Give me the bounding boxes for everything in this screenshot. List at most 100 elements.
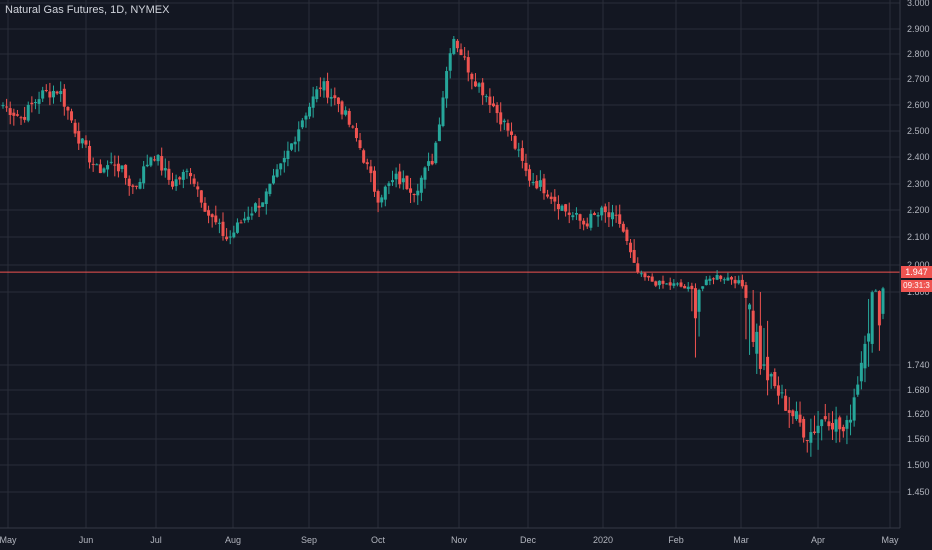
candle-body <box>261 202 265 207</box>
candle-body <box>23 116 27 120</box>
candle-body <box>744 285 748 298</box>
candle-body <box>470 73 474 80</box>
x-tick-label: Aug <box>225 535 241 545</box>
candle-body <box>582 220 586 225</box>
candle-body <box>290 143 294 150</box>
candle-body <box>513 136 517 149</box>
candle-body <box>44 90 48 92</box>
candle-body <box>776 385 780 396</box>
time-axis[interactable]: May Jun Jul Aug Sep Oct Nov Dec 2020 Feb Mar Apr May <box>0 527 900 545</box>
candle-body <box>37 99 41 104</box>
candle-body <box>665 283 669 285</box>
candle-body <box>167 168 171 180</box>
candle-body <box>459 49 463 56</box>
candle-body <box>809 432 813 443</box>
candle-body <box>391 180 395 183</box>
candle-body <box>308 106 312 117</box>
candle-body <box>592 213 596 215</box>
candle-body <box>870 292 874 344</box>
candle-body <box>315 89 319 100</box>
candle-body <box>246 216 250 220</box>
candle-body <box>769 374 773 377</box>
candle-body <box>441 97 445 127</box>
candle-body <box>120 165 124 170</box>
chart-title: Natural Gas Futures, 1D, NYMEX <box>5 4 170 16</box>
candle-body <box>657 280 661 286</box>
candle-body <box>369 166 373 174</box>
candle-body <box>203 202 207 212</box>
candle-body <box>683 285 687 289</box>
candle-body <box>730 277 734 280</box>
candle-body <box>589 213 593 228</box>
candle-body <box>798 414 802 423</box>
candle-body <box>849 419 853 423</box>
candle-body <box>131 185 135 187</box>
candle-body <box>625 229 629 242</box>
candle-body <box>214 215 218 223</box>
candle-body <box>784 395 788 411</box>
candle-body <box>502 120 506 123</box>
candle-body <box>340 101 344 115</box>
candle-body <box>142 166 146 184</box>
candle-body <box>297 129 301 142</box>
candle-body <box>163 168 167 171</box>
candle-body <box>780 392 784 394</box>
candle-body <box>445 71 449 99</box>
candle-body <box>383 186 387 200</box>
candle-body <box>805 440 809 442</box>
candle-body <box>282 157 286 163</box>
y-tick-label: 3.000 <box>907 0 930 8</box>
candle-body <box>286 150 290 159</box>
candle-body <box>235 222 239 233</box>
x-tick-label: 2020 <box>593 535 613 545</box>
candle-body <box>347 111 351 125</box>
candle-body <box>102 168 106 173</box>
candle-body <box>95 164 99 166</box>
candle-body <box>618 214 622 224</box>
candle-body <box>293 141 297 145</box>
candle-body <box>329 97 333 99</box>
candle-body <box>859 362 863 382</box>
candle-body <box>531 182 535 184</box>
candle-body <box>556 203 560 210</box>
candle-body <box>362 150 366 163</box>
candle-body <box>611 212 615 220</box>
candle-body <box>59 91 63 95</box>
candle-body <box>70 111 74 121</box>
candle-body <box>697 290 701 312</box>
candle-body <box>253 203 257 212</box>
last-price-label: 1.947 <box>901 266 932 279</box>
candle-body <box>643 273 647 278</box>
candle-body <box>719 275 723 279</box>
candle-body <box>113 164 117 166</box>
candle-body <box>257 205 261 208</box>
candle-body <box>243 218 247 221</box>
candle-body <box>755 331 759 354</box>
candle-body <box>394 173 398 180</box>
candle-body <box>192 178 196 184</box>
x-tick-label: Sep <box>301 535 317 545</box>
y-tick-label: 2.700 <box>907 74 930 84</box>
candle-body <box>430 160 434 165</box>
candle-body <box>250 213 254 216</box>
candle-body <box>596 215 600 217</box>
candle-body <box>409 188 413 193</box>
candle-body <box>585 223 589 227</box>
candle-body <box>55 91 59 94</box>
candle-body <box>538 180 542 187</box>
candle-body <box>452 38 456 54</box>
candle-body <box>567 212 571 215</box>
candle-body <box>326 80 330 98</box>
x-tick-label: Nov <box>451 535 468 545</box>
candle-body <box>344 110 348 115</box>
candle-body <box>225 236 229 240</box>
candle-body <box>877 291 881 326</box>
candle-body <box>217 222 221 224</box>
candle-body <box>210 214 214 218</box>
candle-body <box>701 286 705 289</box>
candle-body <box>495 105 499 114</box>
price-axis[interactable]: 3.000 2.900 2.800 2.700 2.600 2.500 2.400 2.300… <box>899 0 930 528</box>
candle-body <box>690 285 694 290</box>
